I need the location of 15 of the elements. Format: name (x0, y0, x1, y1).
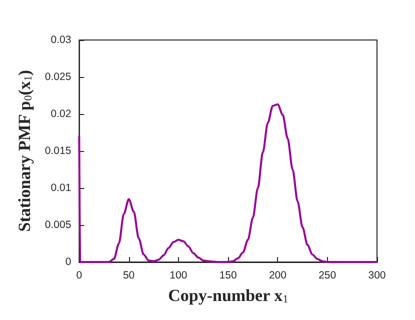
x-tick-label: 300 (368, 270, 386, 282)
x-tick-label: 200 (268, 270, 287, 282)
x-tick-label: 100 (170, 270, 188, 282)
x-tick-label: 0 (76, 270, 82, 282)
x-tick-label: 250 (318, 270, 336, 282)
y-tick-label: 0.025 (44, 71, 72, 83)
y-tick-label: 0.03 (50, 34, 72, 46)
y-tick-label: 0.005 (44, 219, 72, 231)
y-axis-title: Stationary PMF p0(x1) (15, 70, 34, 232)
y-tick-label: 0.02 (50, 108, 72, 120)
x-tick-label: 50 (122, 270, 135, 282)
y-tick-label: 0.01 (50, 182, 72, 194)
x-tick-label: 150 (219, 270, 237, 282)
y-tick-label: 0.015 (44, 145, 72, 157)
y-tick-label: 0 (65, 256, 72, 268)
